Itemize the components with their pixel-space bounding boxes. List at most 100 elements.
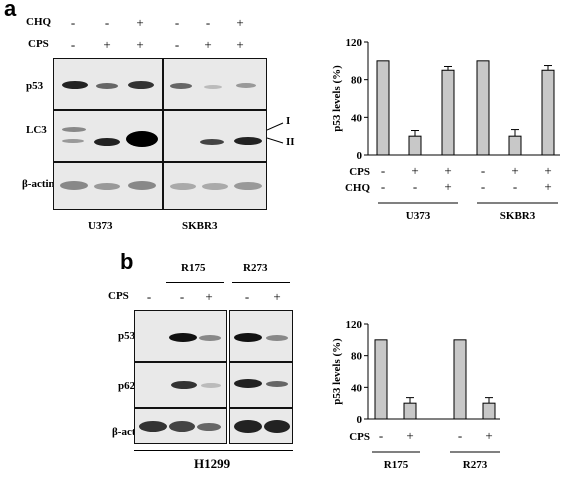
- band: [62, 139, 84, 143]
- mutant-label-r175: R175: [181, 262, 206, 274]
- treatment-label-cps-b: CPS: [108, 290, 129, 302]
- chq-sign-0: -: [70, 15, 76, 30]
- band: [170, 183, 196, 190]
- y-tick-label: 120: [346, 319, 363, 331]
- cps-sign-4: +: [204, 37, 212, 52]
- row-sign: +: [485, 428, 492, 443]
- lc3-marker-i: I: [286, 115, 291, 127]
- bar: [403, 402, 417, 420]
- blot-a-lc3-u373: [53, 110, 163, 162]
- row-sign: -: [458, 428, 462, 443]
- cps-sign-b-0: -: [146, 289, 152, 304]
- band: [169, 333, 197, 342]
- cps-sign-3: -: [174, 37, 180, 52]
- row-label: CHQ: [345, 182, 371, 194]
- band: [234, 137, 262, 145]
- bar: [376, 60, 390, 156]
- band: [204, 85, 222, 89]
- blot-label-p53: p53: [26, 80, 44, 92]
- cps-sign-0: -: [70, 37, 76, 52]
- band: [197, 423, 221, 431]
- y-tick-label: 40: [351, 112, 363, 124]
- group-label: R175: [384, 459, 409, 470]
- row-label: CPS: [349, 166, 370, 178]
- cps-sign-b-1: -: [179, 289, 185, 304]
- blot-label-actin: β-actin: [22, 178, 55, 190]
- group-label: SKBR3: [500, 210, 536, 222]
- band: [200, 139, 224, 145]
- lc3-marker-ii: II: [286, 136, 295, 148]
- band: [139, 421, 167, 432]
- band: [234, 333, 262, 342]
- blot-a-p53-skbr3: [163, 58, 267, 110]
- blot-b-p62-r273: [229, 362, 293, 408]
- cell-line-u373: U373: [88, 220, 113, 232]
- bar: [453, 339, 467, 420]
- blot-b-actin-r175: [134, 408, 227, 444]
- blot-label-p53-b: p53: [118, 330, 136, 342]
- bar: [541, 69, 555, 156]
- row-sign: -: [379, 428, 383, 443]
- row-label: CPS: [349, 431, 370, 443]
- y-tick-label: 80: [351, 75, 363, 87]
- cell-line-h1299: H1299: [194, 456, 231, 471]
- chq-sign-3: -: [174, 15, 180, 30]
- chq-sign-2: +: [136, 15, 144, 30]
- row-sign: +: [511, 163, 518, 178]
- bar: [476, 60, 490, 156]
- chq-sign-1: -: [104, 15, 110, 30]
- panel-a-letter: a: [4, 0, 17, 21]
- cps-sign-1: +: [103, 37, 111, 52]
- band: [199, 335, 221, 341]
- blot-b-p53-r175: [134, 310, 227, 362]
- bar: [441, 69, 455, 156]
- lc3-marker-lines: [267, 122, 284, 144]
- cps-sign-b-2: +: [205, 289, 213, 304]
- blot-b-p62-r175: [134, 362, 227, 408]
- cps-sign-b-4: +: [273, 289, 281, 304]
- bar: [374, 339, 388, 420]
- blot-a-actin-skbr3: [163, 162, 267, 210]
- y-axis-label: p53 levels (%): [331, 338, 343, 405]
- blot-a-lc3-skbr3: [163, 110, 267, 162]
- y-tick-label: 80: [351, 351, 363, 363]
- blot-label-lc3: LC3: [26, 124, 47, 136]
- band: [234, 182, 262, 190]
- row-sign: -: [513, 179, 517, 194]
- band: [202, 183, 228, 190]
- row-sign: -: [381, 179, 385, 194]
- treatment-label-cps: CPS: [28, 38, 49, 50]
- cell-line-skbr3: SKBR3: [182, 220, 218, 232]
- band: [126, 131, 158, 147]
- band: [234, 420, 262, 433]
- band: [62, 127, 86, 132]
- blot-label-p62-b: p62: [118, 380, 136, 392]
- band: [60, 181, 88, 190]
- band: [128, 81, 154, 89]
- mutant-underline-r175: [166, 282, 224, 283]
- cps-sign-b-3: -: [244, 289, 250, 304]
- row-sign: -: [381, 163, 385, 178]
- band: [266, 381, 288, 387]
- panel-b-letter: b: [120, 249, 134, 274]
- y-axis-label: p53 levels (%): [331, 65, 343, 132]
- y-tick-label: 40: [351, 382, 363, 394]
- blot-b-actin-r273: [229, 408, 293, 444]
- band: [169, 421, 195, 432]
- bar: [508, 135, 522, 156]
- group-label: U373: [406, 210, 431, 222]
- treatment-label-chq: CHQ: [26, 16, 52, 28]
- row-sign: +: [411, 163, 418, 178]
- bar: [408, 135, 422, 156]
- y-tick-label: 0: [357, 150, 363, 162]
- band: [264, 420, 290, 433]
- cell-line-underline-h1299: [134, 450, 293, 451]
- band: [201, 383, 221, 388]
- blot-a-p53-u373: [53, 58, 163, 110]
- row-sign: -: [481, 163, 485, 178]
- row-sign: -: [413, 179, 417, 194]
- y-tick-label: 120: [346, 37, 363, 49]
- band: [171, 381, 197, 389]
